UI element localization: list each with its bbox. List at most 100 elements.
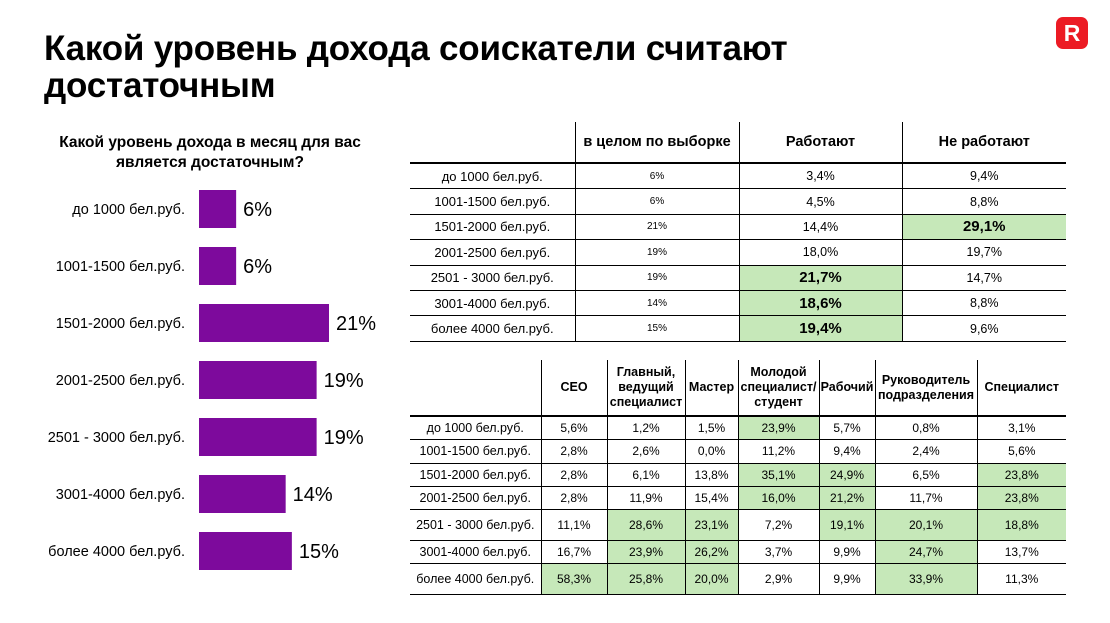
- category-label: 1501-2000 бел.руб.: [56, 316, 185, 332]
- row-label: 1001-1500 бел.руб.: [410, 188, 575, 215]
- value-label: 19%: [324, 370, 364, 392]
- table-cell: 9,9%: [818, 563, 875, 596]
- value-label: 19%: [324, 427, 364, 449]
- table-cell: 6%: [574, 188, 739, 215]
- table-cell: 23,8%: [976, 486, 1066, 511]
- table-cell: 21,7%: [738, 265, 902, 291]
- value-label: 15%: [299, 541, 339, 563]
- row-label: 2001-2500 бел.руб.: [410, 486, 541, 511]
- bar[interactable]: [199, 247, 237, 285]
- value-label: 21%: [336, 313, 376, 335]
- table-cell: 15,4%: [684, 486, 738, 511]
- table-cell: 8,8%: [901, 188, 1066, 215]
- table-cell: 19,1%: [818, 509, 875, 542]
- table-row: 2001-2500 бел.руб. 19% 18,0% 19,7%: [410, 239, 1066, 266]
- table-cell: 16,7%: [540, 540, 607, 565]
- bar[interactable]: [199, 190, 237, 228]
- table-cell: 21,2%: [818, 486, 875, 511]
- row-label: более 4000 бел.руб.: [410, 563, 541, 596]
- table-cell: 9,4%: [901, 163, 1066, 190]
- column-header: Не работают: [901, 122, 1066, 164]
- table-cell: 11,9%: [606, 486, 685, 511]
- row-label: 3001-4000 бел.руб.: [410, 290, 575, 317]
- table-cell: 14,4%: [738, 214, 902, 241]
- table-cell: 5,6%: [540, 416, 607, 441]
- table-cell: 0,0%: [684, 439, 738, 464]
- row-label: 2501 - 3000 бел.руб.: [410, 509, 541, 542]
- table-cell: 11,2%: [737, 439, 819, 464]
- table-cell: 35,1%: [737, 463, 819, 487]
- row-label: более 4000 бел.руб.: [410, 315, 575, 342]
- employment-table-header: в целом по выборке Работают Не работают: [410, 122, 1066, 164]
- table-corner: [410, 122, 575, 164]
- bar[interactable]: [199, 475, 286, 513]
- table-cell: 8,8%: [901, 290, 1066, 317]
- bar[interactable]: [199, 361, 317, 399]
- value-label: 6%: [243, 256, 272, 278]
- table-row: более 4000 бел.руб. 15% 19,4% 9,6%: [410, 315, 1066, 342]
- column-header: Руководитель подразделения: [874, 360, 977, 417]
- positions-table: CEO Главный, ведущий специалист Мастер М…: [410, 360, 1066, 596]
- table-row: до 1000 бел.руб. 6% 3,4% 9,4%: [410, 163, 1066, 190]
- table-cell: 3,1%: [976, 416, 1066, 441]
- table-cell: 19%: [574, 239, 739, 266]
- table-cell: 23,8%: [976, 463, 1066, 487]
- table-cell: 4,5%: [738, 188, 902, 215]
- table-cell: 2,9%: [737, 563, 819, 596]
- table-cell: 13,8%: [684, 463, 738, 487]
- table-row: более 4000 бел.руб. 58,3% 25,8% 20,0% 2,9% 9,…: [410, 563, 1066, 596]
- column-header: Рабочий: [818, 360, 875, 417]
- column-header: Специалист: [976, 360, 1066, 417]
- row-label: 1501-2000 бел.руб.: [410, 463, 541, 487]
- category-label: 2501 - 3000 бел.руб.: [48, 430, 185, 446]
- table-cell: 0,8%: [874, 416, 977, 441]
- table-cell: 19,7%: [901, 239, 1066, 266]
- table-cell: 23,9%: [737, 416, 819, 441]
- table-cell: 24,7%: [874, 540, 977, 565]
- table-cell: 21%: [574, 214, 739, 241]
- table-cell: 5,6%: [976, 439, 1066, 464]
- bar[interactable]: [199, 532, 292, 570]
- table-cell: 18,6%: [738, 290, 902, 317]
- value-label: 6%: [243, 199, 272, 221]
- bar[interactable]: [199, 418, 317, 456]
- value-label: 14%: [293, 484, 333, 506]
- table-corner: [410, 360, 541, 417]
- table-cell: 9,4%: [818, 439, 875, 464]
- category-label: 2001-2500 бел.руб.: [56, 373, 185, 389]
- table-cell: 18,0%: [738, 239, 902, 266]
- column-header: в целом по выборке: [574, 122, 739, 164]
- row-label: 3001-4000 бел.руб.: [410, 540, 541, 565]
- table-cell: 24,9%: [818, 463, 875, 487]
- table-cell: 58,3%: [540, 563, 607, 596]
- table-cell: 11,3%: [976, 563, 1066, 596]
- table-cell: 7,2%: [737, 509, 819, 542]
- row-label: 1001-1500 бел.руб.: [410, 439, 541, 464]
- table-cell: 6%: [574, 163, 739, 190]
- table-cell: 6,1%: [606, 463, 685, 487]
- column-header: CEO: [540, 360, 607, 417]
- category-label: 3001-4000 бел.руб.: [56, 487, 185, 503]
- bar[interactable]: [199, 304, 329, 342]
- table-cell: 6,5%: [874, 463, 977, 487]
- chart-title: Какой уровень дохода в месяц для вас явл…: [59, 134, 361, 171]
- table-cell: 13,7%: [976, 540, 1066, 565]
- table-cell: 2,6%: [606, 439, 685, 464]
- table-row: 2001-2500 бел.руб. 2,8% 11,9% 15,4% 16,0% 21,…: [410, 486, 1066, 511]
- column-header: Молодой специалист/ студент: [737, 360, 819, 417]
- table-cell: 26,2%: [684, 540, 738, 565]
- category-label: более 4000 бел.руб.: [48, 544, 185, 560]
- table-cell: 1,5%: [684, 416, 738, 441]
- table-row: 1501-2000 бел.руб. 2,8% 6,1% 13,8% 35,1% 24,9…: [410, 463, 1066, 487]
- table-row: 2501 - 3000 бел.руб. 11,1% 28,6% 23,1% 7,2% 1…: [410, 509, 1066, 542]
- employment-table: в целом по выборке Работают Не работают …: [410, 122, 1066, 342]
- table-cell: 29,1%: [901, 214, 1066, 241]
- row-label: 2001-2500 бел.руб.: [410, 239, 575, 266]
- row-label: до 1000 бел.руб.: [410, 416, 541, 441]
- table-cell: 28,6%: [606, 509, 685, 542]
- table-cell: 1,2%: [606, 416, 685, 441]
- table-cell: 14,7%: [901, 265, 1066, 291]
- rabota-logo[interactable]: R: [1056, 17, 1088, 49]
- page-title: Какой уровень дохода соискатели считают …: [44, 29, 788, 105]
- table-cell: 14%: [574, 290, 739, 317]
